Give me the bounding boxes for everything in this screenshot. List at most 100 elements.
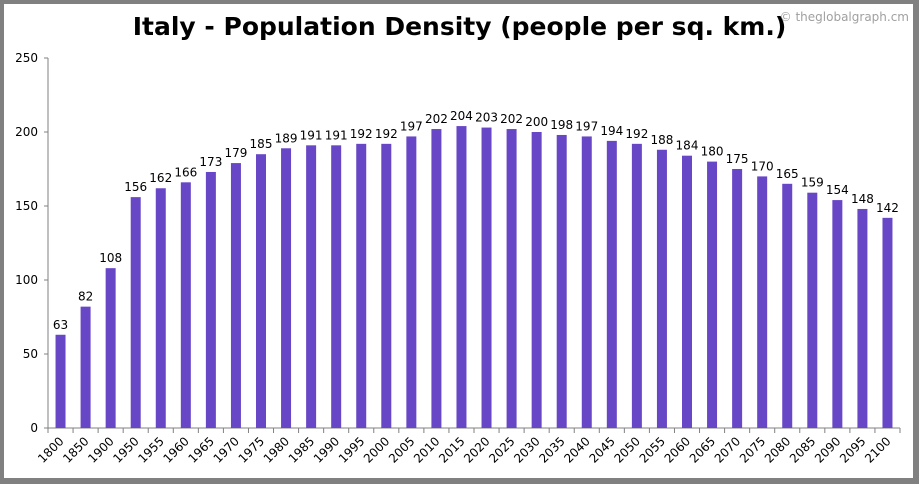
bar xyxy=(431,129,442,429)
x-tick-label: 2015 xyxy=(436,434,467,465)
data-label: 192 xyxy=(375,127,398,141)
x-tick-label: 2045 xyxy=(586,434,617,465)
x-tick-label: 2050 xyxy=(612,434,643,465)
bar xyxy=(757,176,768,428)
x-tick-label: 1955 xyxy=(135,434,166,465)
x-tick-label: 1960 xyxy=(160,434,191,465)
bar xyxy=(381,143,392,428)
bar xyxy=(256,154,266,428)
data-label: 148 xyxy=(851,192,874,206)
data-label: 204 xyxy=(450,109,473,123)
data-label: 192 xyxy=(350,127,373,141)
data-label: 82 xyxy=(78,290,93,304)
data-label: 192 xyxy=(625,127,648,141)
bar xyxy=(456,126,467,428)
data-label: 175 xyxy=(726,152,749,166)
x-tick-label: 2010 xyxy=(411,434,442,465)
x-tick-label: 2075 xyxy=(737,434,768,465)
data-label: 189 xyxy=(275,131,298,145)
bar xyxy=(832,200,843,428)
bar xyxy=(331,145,342,428)
bar xyxy=(55,334,66,428)
bar xyxy=(406,136,417,428)
bar xyxy=(281,148,292,428)
x-tick-label: 2090 xyxy=(812,434,843,465)
x-tick-label: 1995 xyxy=(336,434,367,465)
y-tick-label: 250 xyxy=(15,51,38,65)
data-label: 166 xyxy=(174,165,197,179)
bar xyxy=(631,143,642,428)
y-tick-label: 50 xyxy=(23,347,38,361)
y-tick-label: 200 xyxy=(15,125,38,139)
x-tick-label: 2100 xyxy=(862,434,893,465)
x-tick-label: 2020 xyxy=(461,434,492,465)
data-label: 170 xyxy=(751,159,774,173)
x-tick-label: 1975 xyxy=(236,434,267,465)
data-label: 180 xyxy=(701,145,724,159)
data-label: 202 xyxy=(500,112,523,126)
x-tick-label: 2085 xyxy=(787,434,818,465)
bar xyxy=(506,129,517,429)
x-tick-label: 2095 xyxy=(837,434,868,465)
bar xyxy=(130,197,141,428)
data-label: 154 xyxy=(826,183,849,197)
bar xyxy=(656,149,667,428)
x-tick-label: 2025 xyxy=(486,434,517,465)
data-label: 184 xyxy=(676,139,699,153)
data-label: 188 xyxy=(650,133,673,147)
bar xyxy=(782,183,793,428)
x-tick-label: 1990 xyxy=(311,434,342,465)
bar xyxy=(857,208,868,428)
bar xyxy=(180,182,191,428)
bar xyxy=(707,161,718,428)
data-label: 198 xyxy=(550,118,573,132)
bar xyxy=(606,140,617,428)
x-tick-label: 1980 xyxy=(261,434,292,465)
data-label: 63 xyxy=(53,318,68,332)
x-tick-label: 2055 xyxy=(637,434,668,465)
x-tick-label: 1800 xyxy=(35,434,66,465)
x-tick-label: 1950 xyxy=(110,434,141,465)
bar xyxy=(230,163,241,428)
y-tick-label: 150 xyxy=(15,199,38,213)
bar xyxy=(155,188,166,428)
chart-title: Italy - Population Density (people per s… xyxy=(132,12,787,41)
data-label: 159 xyxy=(801,176,824,190)
credit-watermark: © theglobalgraph.cm xyxy=(779,10,909,24)
data-label: 197 xyxy=(575,119,598,133)
bar xyxy=(356,143,367,428)
x-tick-label: 2065 xyxy=(687,434,718,465)
x-tick-label: 2000 xyxy=(361,434,392,465)
data-label: 108 xyxy=(99,251,122,265)
bar xyxy=(682,155,692,428)
x-tick-label: 2080 xyxy=(762,434,793,465)
data-label: 173 xyxy=(199,155,222,169)
bar xyxy=(556,134,567,428)
data-label: 191 xyxy=(300,128,323,142)
bar xyxy=(105,268,116,428)
bar xyxy=(732,169,743,428)
bar xyxy=(205,171,216,428)
data-label: 202 xyxy=(425,112,448,126)
data-label: 142 xyxy=(876,201,899,215)
bar xyxy=(882,217,893,428)
x-tick-label: 2040 xyxy=(561,434,592,465)
bar xyxy=(306,145,317,428)
bar xyxy=(581,136,592,428)
data-label: 200 xyxy=(525,115,548,129)
bar xyxy=(80,306,91,428)
x-tick-label: 1850 xyxy=(60,434,91,465)
x-tick-label: 2060 xyxy=(662,434,693,465)
x-tick-label: 2070 xyxy=(712,434,743,465)
bar xyxy=(531,132,542,428)
data-label: 179 xyxy=(224,146,247,160)
data-label: 165 xyxy=(776,167,799,181)
data-label: 191 xyxy=(325,128,348,142)
data-label: 185 xyxy=(250,137,273,151)
x-tick-label: 2030 xyxy=(511,434,542,465)
y-tick-label: 0 xyxy=(30,421,38,435)
y-tick-label: 100 xyxy=(15,273,38,287)
data-label: 194 xyxy=(600,124,623,138)
